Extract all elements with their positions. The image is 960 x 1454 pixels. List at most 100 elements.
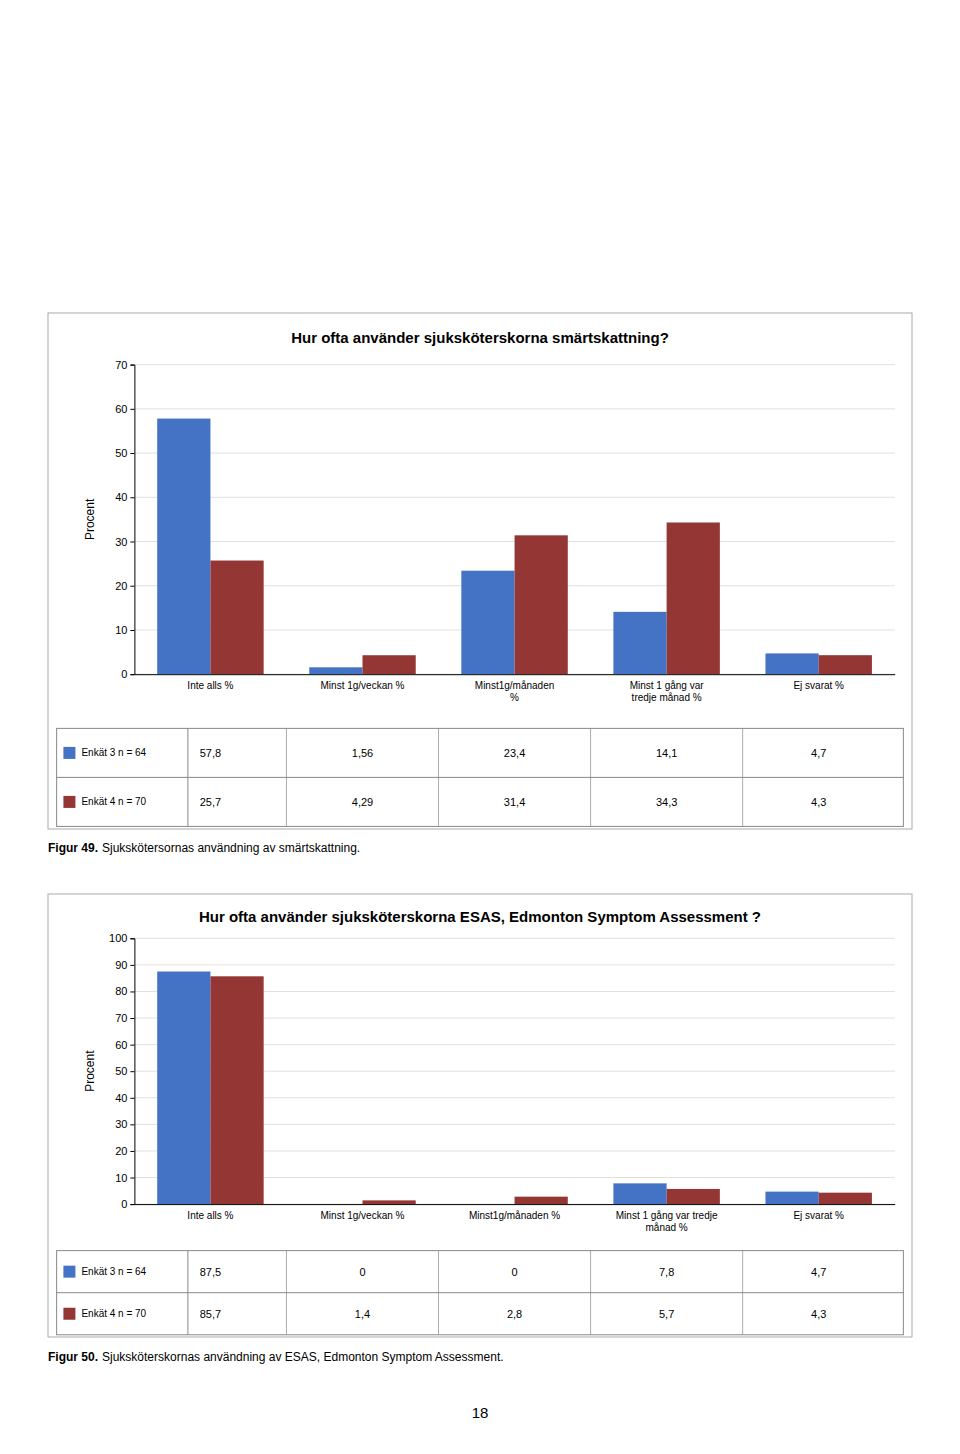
bar-series (210, 522, 871, 674)
bar (819, 1193, 872, 1204)
table-value: 4,29 (352, 796, 373, 808)
table-value: 23,4 (504, 747, 525, 759)
bars (157, 972, 872, 1205)
tick-label: 0 (121, 1198, 127, 1210)
tick-mark (130, 542, 134, 543)
tick: 10 (115, 1172, 134, 1184)
tick-mark (130, 1071, 134, 1072)
grid (134, 938, 894, 1204)
grid-line (134, 364, 894, 365)
bar (210, 561, 263, 675)
bar (309, 1204, 362, 1205)
grid (134, 365, 894, 675)
grid-line (134, 964, 894, 965)
bar (667, 522, 720, 674)
tick-label: 30 (115, 1118, 127, 1130)
tick: 100 (109, 932, 134, 944)
chart-title: Hur ofta använder sjuksköterskorna ESAS,… (199, 908, 761, 925)
bar (157, 972, 210, 1205)
tick-label: Minst 1g/veckan % (321, 1210, 405, 1221)
table-value: 4,7 (811, 1266, 826, 1278)
tick-label: Minst1g/månaden % (469, 1210, 560, 1221)
tick-label: 60 (115, 1039, 127, 1051)
tick-label: 20 (115, 580, 127, 592)
tick-label: 60 (115, 403, 127, 415)
bar (765, 653, 818, 674)
tick-mark (130, 630, 134, 631)
bar (210, 976, 263, 1204)
y-axis: 0102030405060708090100 (109, 932, 135, 1210)
tick-label: 70 (115, 1012, 127, 1024)
table-divider (438, 728, 439, 826)
tick-label: 50 (115, 1065, 127, 1077)
caption-label: Figur 49. (48, 841, 98, 855)
tick-label: 10 (115, 1172, 127, 1184)
grid-line (134, 408, 894, 409)
table-value: 25,7 (200, 796, 221, 808)
tick-label: Minst1g/månaden% (475, 680, 555, 703)
legend-label: Enkät 4 n = 70 (81, 796, 146, 807)
tick: 10 (115, 624, 134, 636)
table-divider (742, 1251, 743, 1335)
tick: 0 (121, 1198, 134, 1210)
tick: 40 (115, 1092, 134, 1104)
page: Hur ofta använder sjuksköterskorna smärt… (0, 0, 960, 1454)
bars (157, 419, 872, 675)
caption: Figur 49.Sjukskötersornas användning av … (48, 841, 360, 855)
tick-mark (130, 965, 134, 966)
chart-title: Hur ofta använder sjuksköterskorna smärt… (291, 329, 669, 346)
tick-mark (130, 1151, 134, 1152)
table-border (57, 1251, 904, 1335)
bar (765, 1192, 818, 1204)
grid-line (134, 453, 894, 454)
table-value: 1,4 (355, 1308, 370, 1320)
tick-label: 100 (109, 932, 127, 944)
tick: 80 (115, 985, 134, 997)
tick-label: Minst 1 gång vartredje månad % (630, 680, 705, 703)
legend-swatch (63, 1266, 75, 1278)
table-divider (187, 728, 188, 826)
tick-label: 40 (115, 1092, 127, 1104)
plot: 010203040506070Inte alls %Minst 1g/vecka… (115, 359, 895, 704)
bar (362, 655, 415, 674)
bar (309, 667, 362, 674)
table-divider (438, 1251, 439, 1335)
tick-mark (130, 1098, 134, 1099)
tick: 30 (115, 1118, 134, 1130)
table-value: 34,3 (656, 796, 677, 808)
tick: 50 (115, 447, 134, 459)
bar (613, 612, 666, 674)
tick: Minst 1 gång var tredjemånad % (616, 1204, 718, 1233)
table-value: 4,3 (811, 1308, 826, 1320)
axis-line (130, 365, 135, 675)
tick-mark (130, 1018, 134, 1019)
tick-label: Ej svarat % (793, 1210, 844, 1221)
legend-label: Enkät 4 n = 70 (81, 1308, 146, 1319)
data-table: Enkät 3 n = 6487,5007,84,7Enkät 4 n = 70… (57, 1251, 904, 1335)
table-divider (286, 728, 287, 826)
axis-line (135, 674, 895, 675)
tick-label: 70 (115, 359, 127, 371)
table-value: 2,8 (507, 1308, 522, 1320)
tick-mark (130, 1124, 134, 1125)
tick: 40 (115, 491, 134, 503)
table-value: 5,7 (659, 1308, 674, 1320)
table-value: 1,56 (352, 747, 373, 759)
tick-label: Minst 1g/veckan % (321, 680, 405, 691)
tick-mark (130, 586, 134, 587)
data-table: Enkät 3 n = 6457,81,5623,414,14,7Enkät 4… (57, 728, 904, 826)
tick-label: Inte alls % (187, 1210, 233, 1221)
bar (157, 419, 210, 675)
caption: Figur 50.Sjuksköterskornas användning av… (48, 1350, 504, 1364)
tick: Inte alls % (187, 1204, 233, 1221)
tick-mark (130, 1178, 134, 1179)
legend-label: Enkät 3 n = 64 (81, 747, 146, 758)
y-axis-title: Procent (83, 498, 97, 540)
tick-mark (130, 409, 134, 410)
tick: Minst1g/månaden% (475, 674, 555, 703)
tick-label: 50 (115, 447, 127, 459)
table-divider (57, 1292, 904, 1293)
tick-label: 80 (115, 985, 127, 997)
tick-mark (130, 674, 134, 675)
page-number: 18 (472, 1404, 489, 1421)
